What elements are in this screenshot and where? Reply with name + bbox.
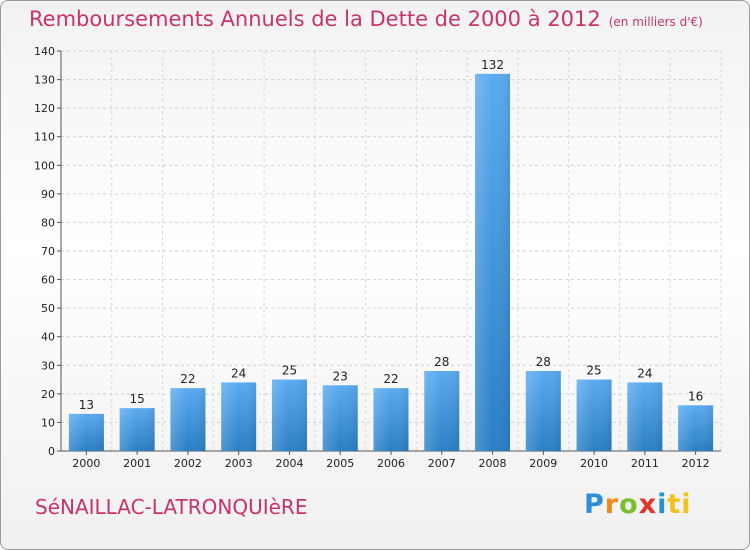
logo-letter: x xyxy=(638,489,658,520)
logo-letter: P xyxy=(584,489,605,520)
data-label: 15 xyxy=(130,392,145,406)
x-tick-label: 2006 xyxy=(377,457,405,470)
labels: 0 10 20 30 40 50 60 70 80 90 100 110 120 130 140 13 2000… xyxy=(34,45,710,470)
y-tick-label: 30 xyxy=(41,359,55,372)
y-tick-label: 90 xyxy=(41,188,55,201)
y-tick-label: 60 xyxy=(41,274,55,287)
logo-letter: i xyxy=(657,489,668,520)
y-tick-label: 0 xyxy=(48,445,55,458)
y-tick-label: 140 xyxy=(34,45,55,58)
data-label: 23 xyxy=(333,369,348,383)
commune-name: SéNAILLAC-LATRONQUIèRE xyxy=(35,495,308,519)
chart-title: Remboursements Annuels de la Dette de 20… xyxy=(29,7,703,31)
x-tick-label: 2004 xyxy=(275,457,303,470)
x-tick-label: 2001 xyxy=(123,457,151,470)
x-tick-label: 2012 xyxy=(682,457,710,470)
bar-highlight xyxy=(576,379,612,451)
bar-highlight xyxy=(525,371,561,451)
x-tick-label: 2010 xyxy=(580,457,608,470)
x-tick-label: 2005 xyxy=(326,457,354,470)
data-label: 28 xyxy=(536,355,551,369)
y-tick-label: 10 xyxy=(41,416,55,429)
bar-highlight xyxy=(424,371,460,451)
y-tick-label: 40 xyxy=(41,331,55,344)
data-label: 24 xyxy=(231,366,246,380)
logo-letter: r xyxy=(604,489,620,520)
bar-highlight xyxy=(627,382,663,451)
y-tick-label: 50 xyxy=(41,302,55,315)
x-tick-label: 2007 xyxy=(428,457,456,470)
bar-highlight xyxy=(221,382,257,451)
x-tick-label: 2000 xyxy=(72,457,100,470)
x-tick-label: 2002 xyxy=(174,457,202,470)
x-tick-label: 2003 xyxy=(225,457,253,470)
data-label: 132 xyxy=(481,58,504,72)
y-tick-label: 20 xyxy=(41,388,55,401)
y-tick-label: 70 xyxy=(41,245,55,258)
bar-highlight xyxy=(678,405,714,451)
x-tick-label: 2009 xyxy=(529,457,557,470)
data-label: 22 xyxy=(383,372,398,386)
proxiti-logo: Proxiti xyxy=(584,489,692,520)
bar-highlight xyxy=(271,379,307,451)
y-tick-label: 130 xyxy=(34,74,55,87)
bar-highlight xyxy=(170,388,206,451)
x-tick-label: 2011 xyxy=(631,457,659,470)
logo-letter: ti xyxy=(667,489,692,520)
x-tick-label: 2008 xyxy=(479,457,507,470)
y-tick-label: 110 xyxy=(34,131,55,144)
bar-highlight xyxy=(119,408,155,451)
chart-title-text: Remboursements Annuels de la Dette de 20… xyxy=(29,7,601,31)
bar-highlight xyxy=(322,385,358,451)
y-tick-label: 100 xyxy=(34,159,55,172)
data-label: 16 xyxy=(688,389,703,403)
data-label: 28 xyxy=(434,355,449,369)
y-tick-label: 80 xyxy=(41,216,55,229)
data-label: 25 xyxy=(586,364,601,378)
bar-highlight xyxy=(68,413,104,451)
data-label: 25 xyxy=(282,364,297,378)
y-tick-label: 120 xyxy=(34,102,55,115)
bar-highlight xyxy=(373,388,409,451)
data-label: 24 xyxy=(637,366,652,380)
bar-highlight xyxy=(475,73,511,451)
bars xyxy=(68,73,714,451)
logo-letter: o xyxy=(619,489,639,520)
data-label: 13 xyxy=(79,398,94,412)
chart-unit: (en milliers d'€) xyxy=(608,15,703,29)
data-label: 22 xyxy=(180,372,195,386)
